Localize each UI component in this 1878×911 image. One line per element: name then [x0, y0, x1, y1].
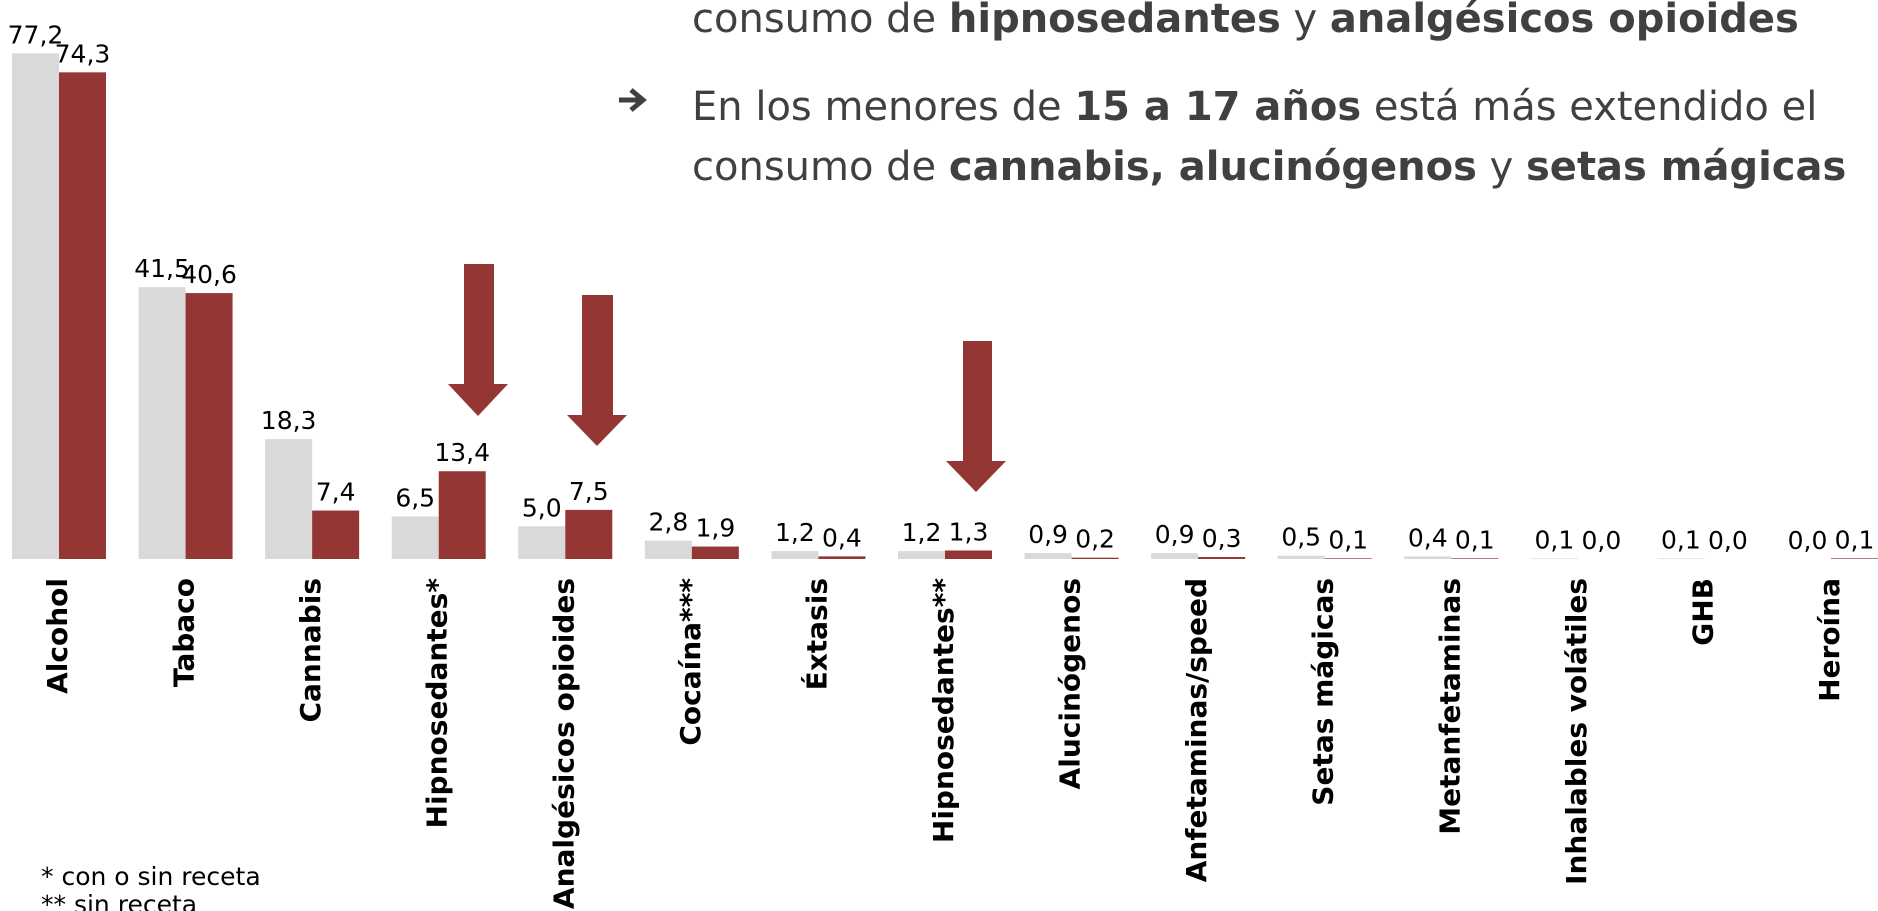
bar [818, 556, 866, 559]
bar [1831, 558, 1878, 559]
value-label: 0,0 [1708, 526, 1748, 555]
bar [565, 509, 613, 559]
bar [691, 546, 739, 559]
down-arrow [448, 264, 508, 416]
text-run: En los menores de [692, 84, 1074, 130]
value-label: 74,3 [55, 39, 111, 68]
text-run: consumo de [692, 0, 949, 42]
category-label: Setas mágicas [1307, 578, 1340, 806]
value-label: 1,3 [949, 517, 989, 546]
bar [138, 287, 186, 559]
text-run: y [1477, 144, 1526, 190]
category-label: Éxtasis [799, 578, 833, 690]
bullet-text: consumo de cannabis, alucinógenos y seta… [692, 144, 1846, 190]
value-label: 6,5 [395, 483, 435, 512]
value-label: 40,6 [181, 260, 237, 289]
bar [312, 510, 360, 559]
value-label: 0,0 [1788, 526, 1828, 555]
bar [1530, 558, 1578, 559]
category-label: Alucinógenos [1054, 578, 1087, 789]
bullet-text: consumo de hipnosedantes y analgésicos o… [692, 0, 1799, 42]
bar [1024, 553, 1072, 559]
category-label: Alcohol [41, 578, 74, 694]
value-label: 0,0 [1581, 526, 1621, 555]
value-label: 77,2 [8, 20, 64, 49]
category-label: Metanfetaminas [1433, 578, 1466, 835]
bar [185, 293, 233, 559]
text-run: analgésicos opioides [1330, 0, 1799, 42]
value-label: 0,1 [1661, 525, 1701, 554]
bar [518, 526, 566, 559]
category-label: Heroína [1813, 578, 1846, 702]
value-label: 0,2 [1075, 525, 1115, 554]
category-label: Tabaco [168, 578, 201, 687]
value-label: 1,2 [775, 518, 815, 547]
value-label: 0,3 [1202, 524, 1242, 553]
value-label: 13,4 [434, 438, 490, 467]
bar [1198, 557, 1246, 559]
bar [945, 550, 992, 559]
bar [644, 540, 692, 559]
bar [59, 72, 106, 560]
category-label: GHB [1686, 578, 1719, 646]
value-label: 41,5 [134, 254, 190, 283]
bar [265, 439, 313, 559]
value-label: 5,0 [522, 493, 562, 522]
bullet-text: En los menores de 15 a 17 años está más … [692, 84, 1817, 130]
bar [898, 551, 945, 559]
category-label: Cannabis [294, 578, 327, 723]
bar [1657, 558, 1705, 559]
down-arrow [946, 341, 1006, 492]
bullet-arrow [619, 88, 647, 112]
value-label: 0,1 [1328, 525, 1368, 554]
bar [438, 471, 486, 559]
value-label: 1,2 [902, 518, 942, 547]
category-label: Cocaína*** [674, 578, 707, 746]
bar [1404, 556, 1452, 559]
value-label: 0,4 [822, 523, 862, 552]
text-run: consumo de [692, 144, 949, 190]
text-run: está más extendido el [1361, 84, 1817, 130]
text-run: y [1281, 0, 1330, 42]
bar [391, 516, 439, 559]
bar [771, 551, 819, 559]
value-label: 0,1 [1835, 525, 1875, 554]
bar [1277, 555, 1325, 559]
value-label: 0,9 [1155, 520, 1195, 549]
category-label: Anfetaminas/speed [1180, 578, 1213, 882]
value-label: 0,1 [1534, 525, 1574, 554]
highlight-arrows [448, 264, 1006, 492]
bar [12, 53, 59, 560]
bar [1151, 553, 1199, 559]
down-arrow [567, 295, 627, 446]
value-label: 1,9 [695, 514, 735, 543]
value-label: 0,5 [1281, 523, 1321, 552]
footnote: ** sin receta [41, 890, 197, 911]
bar [1071, 557, 1119, 559]
text-run: 15 a 17 años [1074, 84, 1361, 130]
value-label: 18,3 [261, 406, 317, 435]
text-run: setas mágicas [1526, 144, 1846, 190]
category-label: Hipnosedantes** [927, 578, 960, 843]
footnote: * con o sin receta [41, 862, 261, 891]
bar [1451, 558, 1499, 559]
category-label: Hipnosedantes* [421, 578, 454, 829]
category-label: Analgésicos opioides [547, 578, 580, 909]
value-label: 0,9 [1028, 520, 1068, 549]
category-label: Inhalables volátiles [1560, 578, 1593, 885]
value-label: 2,8 [648, 508, 688, 537]
text-run: hipnosedantes [949, 0, 1281, 42]
value-label: 0,1 [1455, 525, 1495, 554]
value-label: 7,4 [316, 478, 356, 507]
value-label: 7,5 [569, 477, 609, 506]
bar [1324, 558, 1372, 559]
text-run: cannabis, alucinógenos [949, 144, 1477, 190]
value-label: 0,4 [1408, 523, 1448, 552]
